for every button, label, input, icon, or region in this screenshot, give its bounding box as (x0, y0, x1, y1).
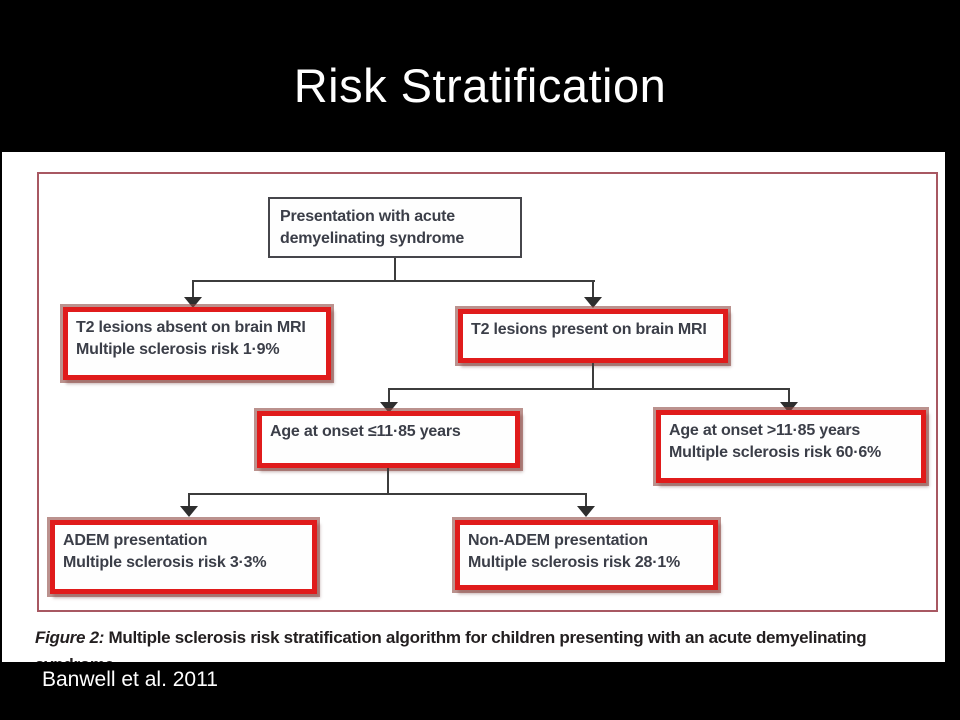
connector-level2-bar (389, 388, 789, 390)
connector-root-stem (394, 258, 396, 281)
figure-caption-text: Multiple sclerosis risk stratification a… (104, 628, 867, 647)
connector-level3-left-drop (188, 493, 190, 507)
node-adem-line2: Multiple sclerosis risk 3·3% (63, 554, 267, 571)
connector-age-under-stem (387, 468, 389, 494)
node-t2-present: T2 lesions present on brain MRI (458, 309, 728, 363)
node-non-adem-line1: Non-ADEM presentation (468, 532, 648, 549)
node-age-over: Age at onset >11·85 years Multiple scler… (656, 410, 926, 483)
node-t2-absent: T2 lesions absent on brain MRI Multiple … (63, 307, 331, 380)
node-t2-absent-line1: T2 lesions absent on brain MRI (76, 319, 306, 336)
arrowhead-t2-present (584, 297, 602, 308)
arrowhead-non-adem (577, 506, 595, 517)
connector-level2-right-drop (788, 388, 790, 403)
node-non-adem-line2: Multiple sclerosis risk 28·1% (468, 554, 681, 571)
figure-caption: Figure 2: Multiple sclerosis risk strati… (35, 628, 940, 648)
node-t2-present-line1: T2 lesions present on brain MRI (471, 321, 707, 338)
node-t2-absent-line2: Multiple sclerosis risk 1·9% (76, 341, 280, 358)
node-presentation-line1: Presentation with acute (280, 208, 455, 225)
figure-caption-label: Figure 2: (35, 628, 105, 647)
node-presentation: Presentation with acute demyelinating sy… (268, 197, 522, 258)
figure-caption-truncated: syndrome. (35, 655, 335, 662)
connector-level3-right-drop (585, 493, 587, 507)
connector-level1-right-drop (592, 280, 594, 298)
node-non-adem: Non-ADEM presentation Multiple sclerosis… (455, 520, 718, 590)
citation: Banwell et al. 2011 (42, 668, 218, 691)
node-adem: ADEM presentation Multiple sclerosis ris… (50, 520, 317, 594)
node-adem-line1: ADEM presentation (63, 532, 208, 549)
figure-panel: Presentation with acute demyelinating sy… (2, 152, 945, 662)
connector-level1-bar (193, 280, 595, 282)
node-age-over-line2: Multiple sclerosis risk 60·6% (669, 444, 882, 461)
arrowhead-age-over (780, 402, 798, 413)
arrowhead-t2-absent (184, 297, 202, 308)
arrowhead-age-under (380, 402, 398, 413)
node-age-under: Age at onset ≤11·85 years (257, 411, 520, 468)
connector-level3-bar (189, 493, 587, 495)
arrowhead-adem (180, 506, 198, 517)
connector-level2-left-drop (388, 388, 390, 403)
node-age-under-line1: Age at onset ≤11·85 years (270, 423, 461, 440)
figure-border (37, 172, 938, 612)
connector-t2-present-stem (592, 363, 594, 389)
slide-title: Risk Stratification (293, 59, 667, 112)
connector-level1-left-drop (192, 280, 194, 298)
node-presentation-line2: demyelinating syndrome (280, 230, 465, 247)
node-age-over-line1: Age at onset >11·85 years (669, 422, 861, 439)
